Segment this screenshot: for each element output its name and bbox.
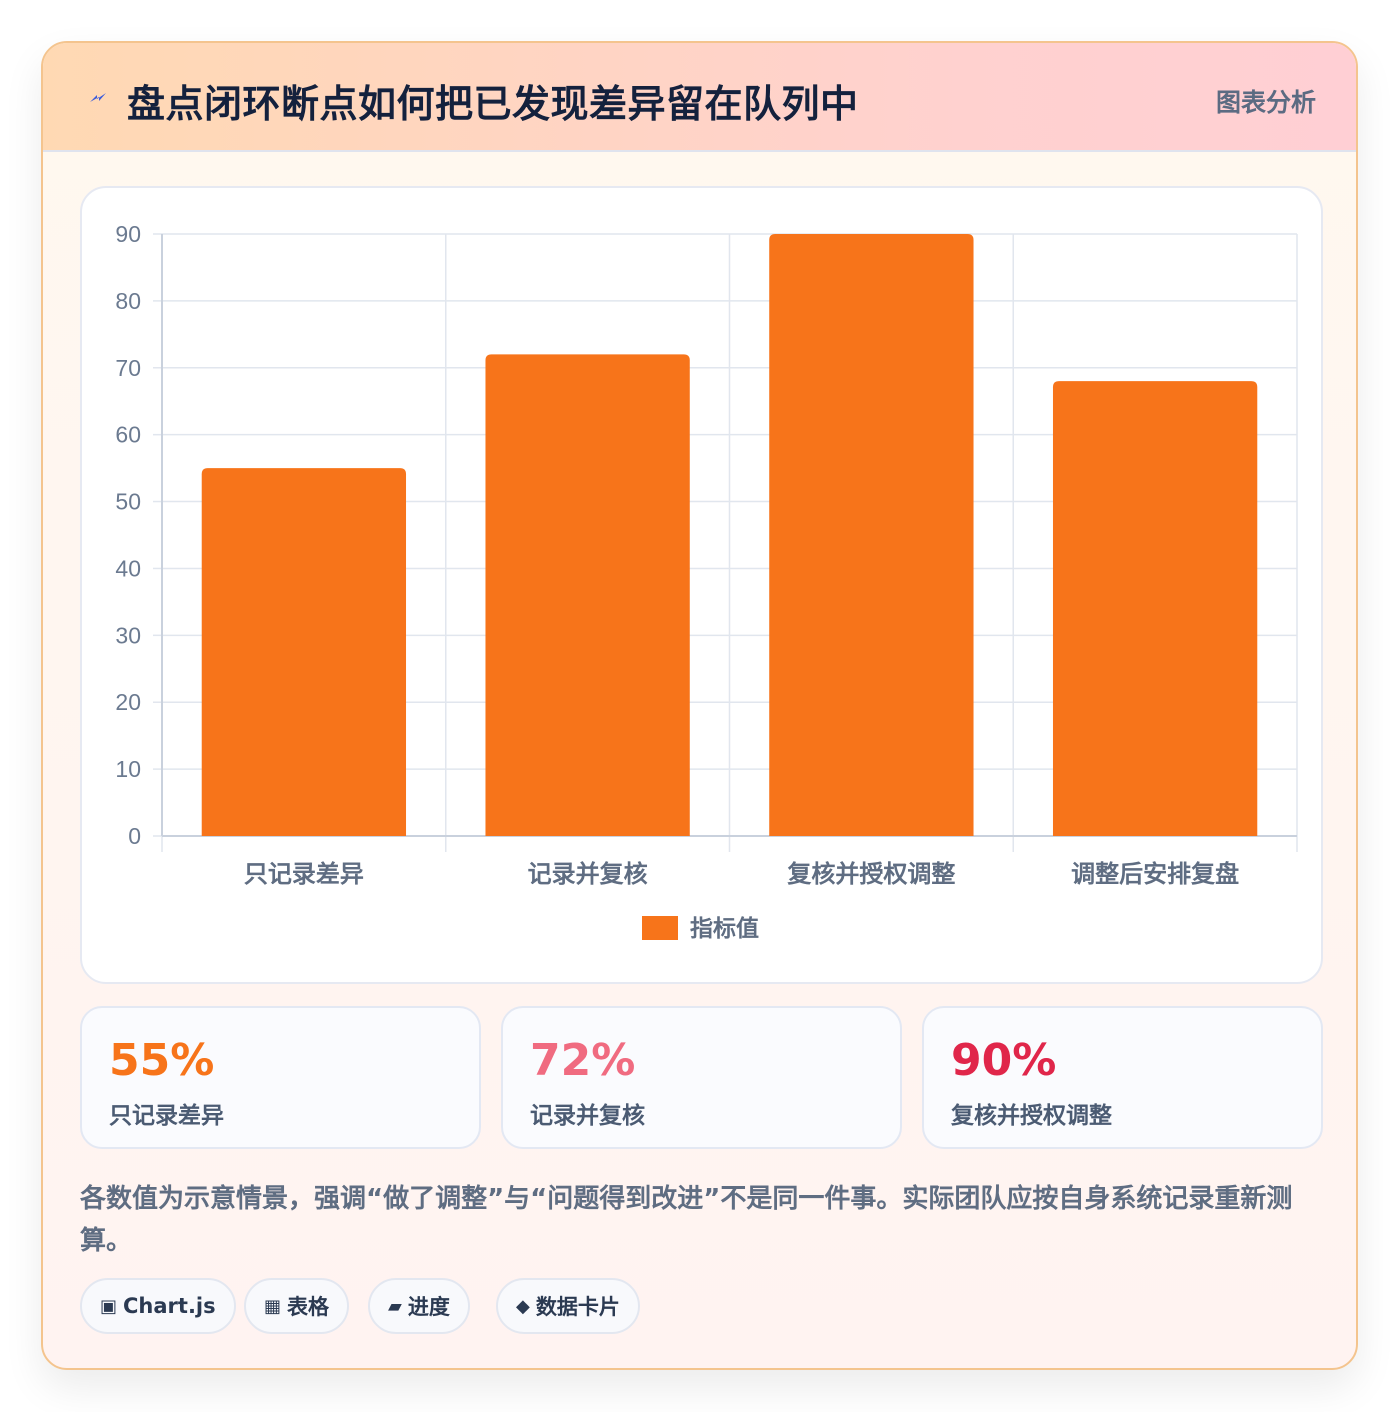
bar <box>485 354 690 836</box>
stat-card: 90% 复核并授权调整 <box>922 1006 1323 1149</box>
y-tick-label: 80 <box>115 288 141 314</box>
tag-label: 表格 <box>287 1295 330 1319</box>
lightning-icon <box>90 93 106 102</box>
table-icon: ▦ <box>264 1295 282 1317</box>
legend-label: 指标值 <box>690 915 759 942</box>
tag-progress[interactable]: ▰ 进度 <box>368 1278 470 1334</box>
stat-card: 55% 只记录差异 <box>80 1006 481 1149</box>
progress-icon: ▰ <box>388 1295 402 1317</box>
stat-card: 72% 记录并复核 <box>501 1006 902 1149</box>
card-header: 盘点闭环断点如何把已发现差异留在队列中 图表分析 <box>43 43 1356 152</box>
stat-label: 复核并授权调整 <box>951 1103 1112 1129</box>
bar <box>769 234 974 836</box>
stat-label: 只记录差异 <box>109 1103 224 1129</box>
y-tick-label: 70 <box>115 355 141 381</box>
stat-value: 72% <box>530 1035 636 1086</box>
chart-icon: ▣ <box>100 1295 118 1317</box>
footnote: 各数值为示意情景，强调“做了调整”与“问题得到改进”不是同一件事。实际团队应按自… <box>80 1184 1293 1256</box>
y-tick-label: 20 <box>115 689 141 715</box>
x-tick-label: 记录并复核 <box>528 860 648 888</box>
bar <box>201 468 407 836</box>
tag-label: 数据卡片 <box>535 1295 620 1319</box>
stat-value: 55% <box>109 1035 215 1086</box>
y-tick-label: 60 <box>115 422 141 448</box>
chart-panel: 0 10 20 30 40 50 60 70 80 90 只记录差异 记录并复核 复核并授权调整 调整后安… <box>80 186 1323 984</box>
y-tick-label: 30 <box>115 622 141 648</box>
tag-chartjs[interactable]: ▣ Chart.js <box>80 1278 236 1334</box>
chart-analysis-badge: 图表分析 <box>1215 88 1316 117</box>
y-tick-label: 40 <box>115 555 141 581</box>
y-tick-label: 50 <box>115 489 141 515</box>
y-tick-label: 90 <box>115 221 141 247</box>
legend-swatch <box>642 916 678 940</box>
tag-data-card[interactable]: ◆ 数据卡片 <box>496 1278 640 1334</box>
stat-cards: 55% 只记录差异 72% 记录并复核 90% 复核并授权调整 <box>80 1006 1323 1149</box>
x-tick-label: 只记录差异 <box>244 860 364 888</box>
tag-table[interactable]: ▦ 表格 <box>244 1278 350 1334</box>
stat-value: 90% <box>951 1035 1057 1086</box>
y-tick-label: 0 <box>128 823 141 849</box>
bar-chart: 0 10 20 30 40 50 60 70 80 90 只记录差异 记录并复核 复核并授权调整 调整后安… <box>115 221 1298 942</box>
bar <box>1052 381 1258 836</box>
stat-label: 记录并复核 <box>530 1103 645 1129</box>
chart-card: 盘点闭环断点如何把已发现差异留在队列中 图表分析 0 10 20 30 40 50 60 70… <box>41 41 1358 1370</box>
tag-label: 进度 <box>407 1295 450 1319</box>
x-tick-label: 调整后安排复盘 <box>1071 860 1239 888</box>
data-card-icon: ◆ <box>516 1295 530 1317</box>
y-tick-label: 10 <box>115 756 141 782</box>
tag-label: Chart.js <box>123 1294 216 1318</box>
x-tick-label: 复核并授权调整 <box>786 860 955 888</box>
page-title: 盘点闭环断点如何把已发现差异留在队列中 <box>127 82 859 126</box>
